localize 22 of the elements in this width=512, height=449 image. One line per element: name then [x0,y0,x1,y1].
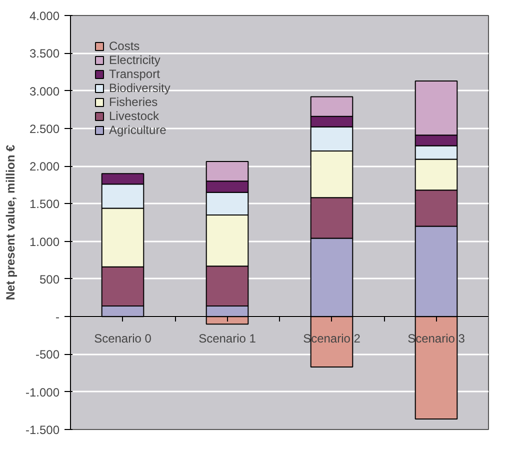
x-tick-label: Scenario 0 [94,332,152,346]
y-tick-label: 1.500 [29,197,60,212]
y-tick-label: 3.500 [29,46,60,61]
y-tick-label: -500 [35,348,60,362]
y-axis-title: Net present value, million € [3,144,18,300]
y-tick-label: 1.000 [29,234,60,249]
y-tick-label: - [56,310,60,324]
legend-label: Livestock [109,109,160,123]
legend-label: Electricity [109,53,160,67]
y-tick-label: 2.000 [29,160,60,174]
y-tick-label: 500 [39,272,60,286]
legend-label: Costs [109,39,140,53]
y-tick-label: 3.000 [29,84,60,98]
y-tick-label: 4.000 [29,9,60,23]
y-tick-label: -1.000 [25,385,60,400]
y-tick-label: 2.500 [29,122,60,136]
legend-label: Agriculture [109,123,166,137]
legend-label: Biodiversity [109,81,170,95]
y-tick-label: -1.500 [25,423,60,437]
legend-label: Transport [109,67,160,81]
x-tick-label: Scenario 1 [198,332,256,346]
legend-label: Fisheries [109,95,158,109]
